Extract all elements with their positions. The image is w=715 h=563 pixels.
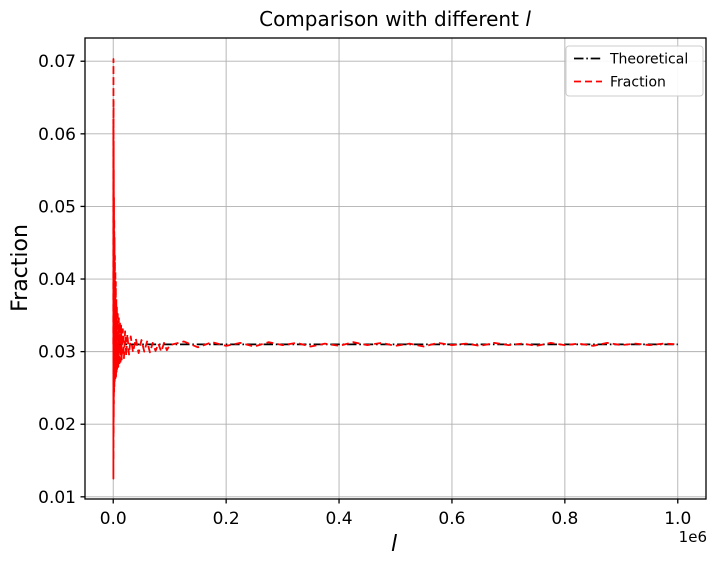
plot-series — [112, 58, 678, 480]
legend: Theoretical Fraction — [565, 45, 704, 97]
y-tick-label: 0.05 — [38, 197, 76, 217]
x-tick-label: 0.6 — [438, 509, 465, 529]
y-tick-label: 0.01 — [38, 488, 76, 508]
legend-box — [565, 45, 704, 97]
x-tick-label: 0.4 — [326, 509, 353, 529]
grid-lines — [85, 38, 706, 499]
y-tick-label: 0.04 — [38, 270, 76, 290]
x-tick-label: 1.0 — [664, 509, 691, 529]
x-axis-offset-text: 1e6 — [679, 528, 707, 546]
chart-title: Comparison with different l — [259, 7, 531, 31]
axes-frame — [84, 37, 707, 500]
x-tick-label: 0.0 — [100, 509, 127, 529]
y-tick-label: 0.07 — [38, 52, 76, 72]
legend-label-theoretical: Theoretical — [609, 52, 688, 68]
x-axis-label: l — [391, 532, 397, 557]
chart-title-variable: l — [525, 7, 531, 31]
y-tick-label: 0.06 — [38, 125, 76, 145]
y-tick-label: 0.03 — [38, 343, 76, 363]
y-tick-label: 0.02 — [38, 415, 76, 435]
axis-ticks: 0.0 0.2 0.4 0.6 0.8 1.0 0.01 0.02 0.03 0.04 0.05 0.… — [38, 52, 691, 529]
x-tick-label: 0.2 — [213, 509, 240, 529]
x-tick-label: 0.8 — [551, 509, 578, 529]
series-line-fraction — [112, 58, 678, 480]
legend-label-fraction: Fraction — [610, 75, 666, 91]
chart-title-prefix: Comparison with different — [259, 7, 525, 31]
y-axis-label: Fraction — [8, 224, 33, 312]
